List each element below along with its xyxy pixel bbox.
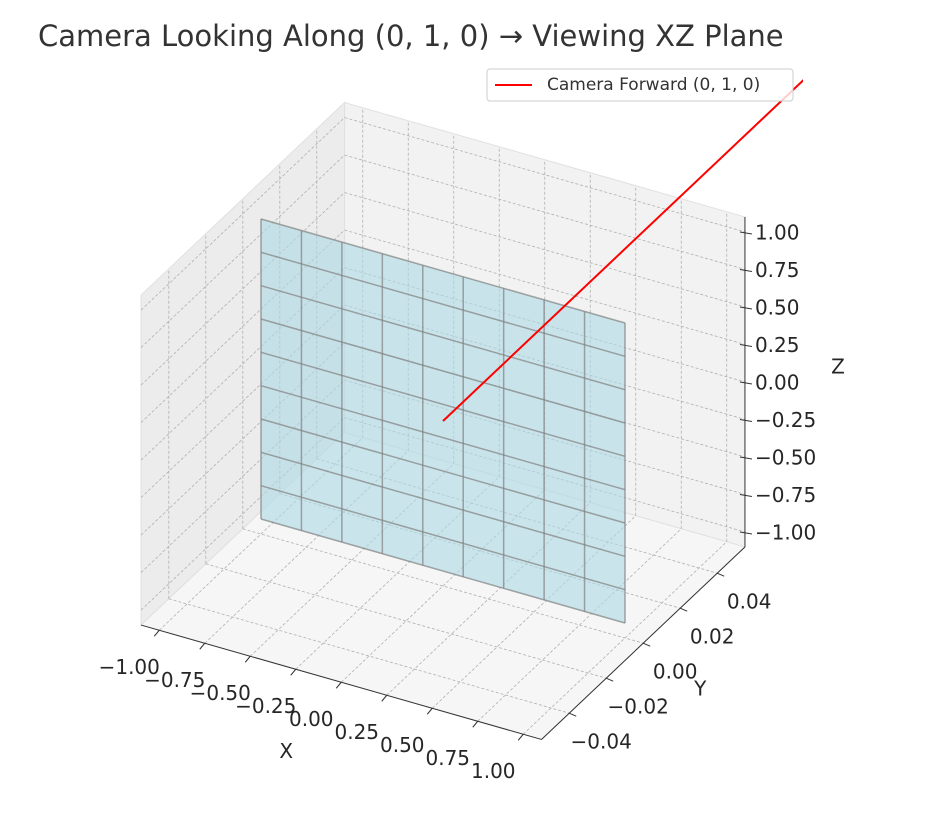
grid-line (140, 154, 345, 348)
grid-line (140, 417, 345, 611)
grid-line (242, 528, 644, 644)
x-tick-label: −0.75 (144, 668, 205, 692)
z-tick-label: 0.50 (755, 295, 800, 319)
z-tick (739, 418, 753, 422)
x-tick-label: 0.00 (289, 707, 334, 731)
z-tick-label: 1.00 (755, 220, 800, 244)
surface-edge (260, 384, 626, 491)
y-axis (541, 546, 746, 740)
y-axis-label: Y (693, 677, 707, 701)
z-tick (739, 531, 753, 535)
x-tick-label: 0.25 (334, 720, 379, 744)
z-tick (739, 231, 753, 235)
grid-line (249, 463, 455, 657)
x-tick (290, 668, 297, 676)
surface-edge (260, 251, 626, 358)
grid-line (140, 117, 345, 311)
x-tick-label: 0.50 (380, 733, 425, 757)
grid-line (140, 192, 345, 386)
z-tick (739, 306, 753, 310)
grid-line (344, 229, 746, 345)
x-tick-label: −0.50 (190, 681, 251, 705)
surface-edge (260, 484, 626, 591)
grid-line (158, 437, 364, 631)
grid-line (140, 229, 345, 423)
x-tick (426, 707, 433, 715)
grid-line (344, 417, 746, 533)
x-tick-label: −0.25 (235, 694, 296, 718)
x-tick (335, 681, 342, 689)
camera-line (442, 79, 803, 422)
z-tick (739, 268, 753, 272)
y-tick-label: 0.04 (727, 590, 772, 614)
grid-line (168, 598, 570, 714)
grid-line (344, 192, 746, 308)
z-axis-label: Z (831, 354, 845, 378)
x-axis (140, 624, 542, 740)
grid-line (316, 458, 718, 574)
grid-line (140, 342, 345, 536)
x-tick-label: 1.00 (471, 759, 516, 783)
grid-line (340, 489, 546, 683)
surface-edge (260, 451, 626, 558)
x-tick (244, 655, 251, 663)
grid-line (140, 267, 345, 461)
plot-area (442, 79, 803, 422)
z-tick (739, 456, 753, 460)
x-tick (517, 733, 524, 741)
legend-box (486, 68, 794, 102)
grid-line (344, 304, 746, 420)
x-tick (381, 694, 388, 702)
grid-line (140, 304, 345, 498)
y-tick (569, 712, 577, 717)
y-tick-label: −0.04 (571, 730, 632, 754)
z-tick-label: −1.00 (755, 520, 816, 544)
x-axis-label: X (279, 739, 293, 763)
grid-line (344, 267, 746, 383)
grid-line (344, 154, 746, 270)
grid-line (344, 342, 746, 458)
surface-edge (260, 318, 626, 424)
y-tick-label: 0.02 (690, 625, 735, 649)
y-tick (643, 642, 651, 647)
z-tick-label: −0.25 (755, 408, 816, 432)
z-tick-label: 0.75 (755, 258, 800, 282)
z-tick (739, 381, 753, 385)
grid-line (344, 117, 746, 233)
z-tick-label: 0.25 (755, 333, 800, 357)
z-tick-label: 0.00 (755, 370, 800, 394)
surface-edge (260, 518, 626, 624)
x-tick-label: 0.75 (425, 746, 470, 770)
surface-edge (260, 284, 626, 391)
z-tick-label: −0.50 (755, 445, 816, 469)
legend-label: Camera Forward (0, 1, 0) (547, 75, 760, 95)
x-tick (153, 629, 160, 637)
x-tick-label: −1.00 (99, 655, 160, 679)
y-tick (680, 607, 688, 612)
y-tick-label: −0.02 (608, 695, 669, 719)
grid-line (344, 379, 746, 495)
z-tick (739, 493, 753, 497)
grid-line (140, 379, 345, 573)
x-tick (199, 642, 206, 650)
y-tick-label: 0.00 (653, 660, 698, 684)
y-tick (717, 572, 725, 577)
chart-title: Camera Looking Along (0, 1, 0) → Viewing… (38, 19, 784, 53)
surface-edge (260, 351, 626, 458)
y-tick (606, 677, 614, 682)
z-tick (739, 343, 753, 347)
grid-line (205, 563, 607, 679)
surface-edge (260, 418, 626, 524)
z-tick-label: −0.75 (755, 483, 816, 507)
x-tick (472, 720, 479, 728)
